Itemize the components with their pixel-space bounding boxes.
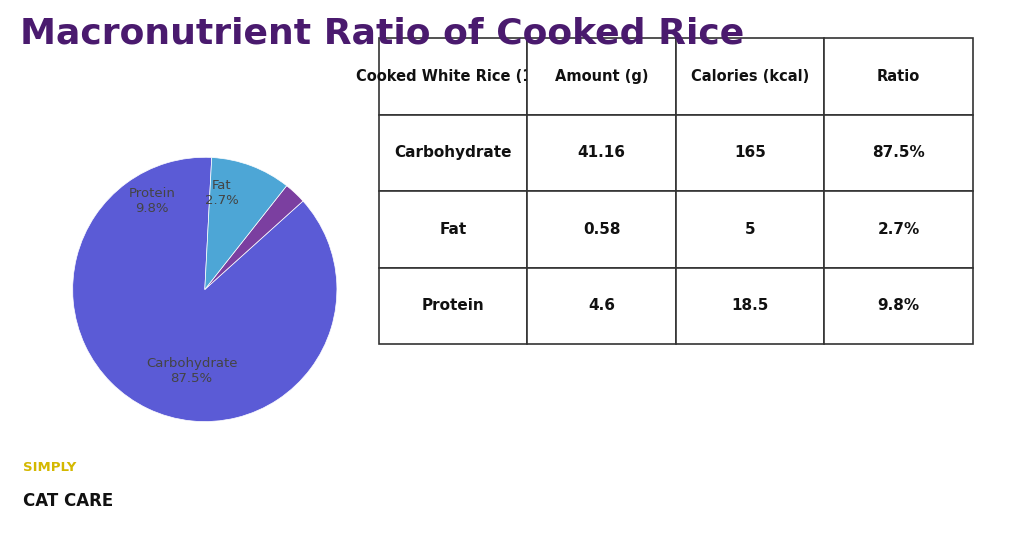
Wedge shape [73,157,337,422]
Text: CAT CARE: CAT CARE [23,492,113,510]
Text: Protein
9.8%: Protein 9.8% [128,187,175,215]
Text: Macronutrient Ratio of Cooked Rice: Macronutrient Ratio of Cooked Rice [20,16,744,50]
Text: Carbohydrate
87.5%: Carbohydrate 87.5% [145,358,238,385]
Wedge shape [205,185,303,289]
Text: Fat
2.7%: Fat 2.7% [205,179,239,207]
Text: SIMPLY: SIMPLY [23,461,76,474]
Wedge shape [205,158,287,289]
